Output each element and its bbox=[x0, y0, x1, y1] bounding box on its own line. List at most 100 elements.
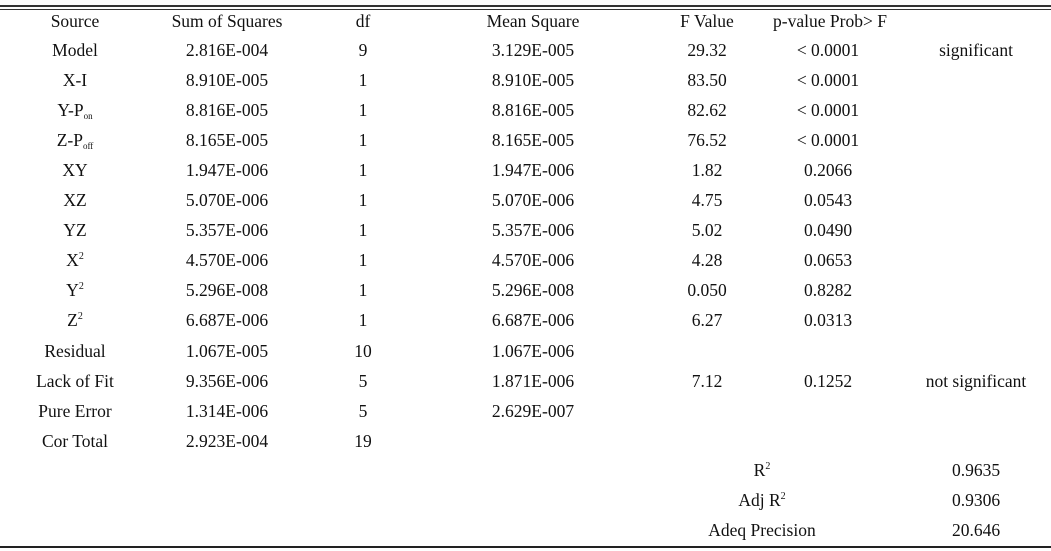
stat-label: Adj R2 bbox=[680, 488, 844, 512]
header-df: df bbox=[355, 11, 371, 31]
cell-source: Model bbox=[0, 38, 150, 62]
source-term: Residual bbox=[44, 340, 106, 361]
cell-f-value: 4.28 bbox=[691, 250, 723, 271]
cell-sum-of-squares: 1.067E-005 bbox=[185, 340, 269, 361]
stat-label-text: Adeq Precision bbox=[708, 520, 816, 540]
cell-f-value: 82.62 bbox=[687, 100, 727, 121]
table-row: Lack of Fit 9.356E-006 5 1.871E-006 7.12 0.12… bbox=[0, 369, 1051, 393]
table-row: X-I 8.910E-005 1 8.910E-005 83.50 < 0.0001 bbox=[0, 68, 1051, 92]
source-term: YZ bbox=[63, 220, 87, 241]
cell-p-value: < 0.0001 bbox=[796, 70, 860, 91]
cell-p-value: 0.1252 bbox=[803, 370, 853, 391]
cell-mean-square: 5.296E-008 bbox=[491, 280, 575, 301]
cell-sum-of-squares: 5.070E-006 bbox=[185, 190, 269, 211]
stat-label-text: R bbox=[753, 460, 766, 480]
cell-sum-of-squares: 5.357E-006 bbox=[185, 220, 269, 241]
cell-df: 1 bbox=[358, 310, 368, 331]
header-f-value: F Value bbox=[680, 11, 734, 31]
cell-f-value: 29.32 bbox=[687, 40, 727, 60]
source-term: Pure Error bbox=[38, 400, 112, 421]
cell-source: Y2 bbox=[0, 278, 150, 302]
cell-mean-square: 2.629E-007 bbox=[491, 400, 575, 421]
cell-source: Z-Poff bbox=[0, 128, 150, 152]
cell-source: Pure Error bbox=[0, 399, 150, 423]
cell-df: 1 bbox=[358, 280, 368, 301]
cell-mean-square: 3.129E-005 bbox=[491, 40, 575, 60]
header-p-value: p-value Prob> F bbox=[773, 11, 887, 31]
cell-source: X-I bbox=[0, 68, 150, 92]
cell-sum-of-squares: 6.687E-006 bbox=[185, 310, 269, 331]
cell-mean-square: 5.357E-006 bbox=[491, 220, 575, 241]
cell-mean-square: 4.570E-006 bbox=[491, 250, 575, 271]
cell-f-value: 4.75 bbox=[691, 190, 723, 211]
cell-f-value: 76.52 bbox=[687, 130, 727, 151]
table-row: X2 4.570E-006 1 4.570E-006 4.28 0.0653 bbox=[0, 248, 1051, 272]
cell-mean-square: 5.070E-006 bbox=[491, 190, 575, 211]
cell-source: Z2 bbox=[0, 308, 150, 332]
cell-sum-of-squares: 8.910E-005 bbox=[185, 70, 269, 91]
cell-df: 19 bbox=[354, 430, 372, 451]
cell-mean-square: 8.816E-005 bbox=[491, 100, 575, 121]
stat-value: 20.646 bbox=[951, 520, 1001, 540]
cell-significance: not significant bbox=[925, 370, 1027, 391]
source-term: XZ bbox=[63, 190, 87, 211]
table-row: Y-Pon 8.816E-005 1 8.816E-005 82.62 < 0.0001 bbox=[0, 98, 1051, 122]
cell-df: 1 bbox=[358, 130, 368, 151]
cell-df: 1 bbox=[358, 250, 368, 271]
cell-source: Cor Total bbox=[0, 429, 150, 453]
cell-p-value: 0.0543 bbox=[803, 190, 853, 211]
cell-f-value: 7.12 bbox=[691, 370, 723, 391]
header-source: Source bbox=[50, 11, 100, 31]
cell-sum-of-squares: 1.947E-006 bbox=[185, 160, 269, 181]
cell-significance: significant bbox=[939, 40, 1013, 60]
cell-p-value: 0.0313 bbox=[803, 310, 853, 331]
source-term: X bbox=[66, 250, 79, 271]
header-sum-of-squares: Sum of Squares bbox=[171, 11, 283, 31]
stat-label-superscript: 2 bbox=[780, 491, 786, 502]
table-row: Cor Total 2.923E-004 19 bbox=[0, 429, 1051, 453]
cell-f-value: 83.50 bbox=[687, 70, 727, 91]
stat-label: R2 bbox=[680, 458, 844, 482]
stat-row: Adeq Precision 20.646 bbox=[0, 518, 1051, 542]
cell-mean-square: 1.947E-006 bbox=[491, 160, 575, 181]
table-row: Pure Error 1.314E-006 5 2.629E-007 bbox=[0, 399, 1051, 423]
source-term: X-I bbox=[62, 70, 88, 91]
cell-sum-of-squares: 2.816E-004 bbox=[185, 40, 269, 60]
cell-mean-square: 8.165E-005 bbox=[491, 130, 575, 151]
cell-f-value: 6.27 bbox=[691, 310, 723, 331]
cell-p-value: < 0.0001 bbox=[796, 40, 860, 60]
table-top-rule-inner bbox=[0, 9, 1051, 10]
cell-p-value: 0.0653 bbox=[803, 250, 853, 271]
cell-source: YZ bbox=[0, 218, 150, 242]
cell-f-value: 1.82 bbox=[691, 160, 723, 181]
source-term: Z bbox=[67, 310, 78, 331]
stat-label-superscript: 2 bbox=[765, 461, 771, 472]
cell-source: Lack of Fit bbox=[0, 369, 150, 393]
cell-p-value: 0.2066 bbox=[803, 160, 853, 181]
source-superscript: 2 bbox=[78, 251, 84, 263]
cell-mean-square: 8.910E-005 bbox=[491, 70, 575, 91]
table-row: Model 2.816E-004 9 3.129E-005 29.32 < 0.0001 s… bbox=[0, 38, 1051, 62]
cell-source: XY bbox=[0, 158, 150, 182]
cell-df: 5 bbox=[358, 370, 368, 391]
table-row: Y2 5.296E-008 1 5.296E-008 0.050 0.8282 bbox=[0, 278, 1051, 302]
stat-value: 0.9306 bbox=[951, 490, 1001, 510]
cell-source: X2 bbox=[0, 248, 150, 272]
cell-mean-square: 1.067E-006 bbox=[491, 340, 575, 361]
cell-df: 1 bbox=[358, 160, 368, 181]
cell-sum-of-squares: 8.165E-005 bbox=[185, 130, 269, 151]
source-term: Z-P bbox=[56, 130, 83, 151]
table-row: XY 1.947E-006 1 1.947E-006 1.82 0.2066 bbox=[0, 158, 1051, 182]
cell-sum-of-squares: 5.296E-008 bbox=[185, 280, 269, 301]
cell-df: 1 bbox=[358, 190, 368, 211]
cell-df: 1 bbox=[358, 100, 368, 121]
cell-df: 10 bbox=[354, 340, 372, 361]
cell-source: Residual bbox=[0, 339, 150, 363]
cell-df: 5 bbox=[358, 400, 368, 421]
cell-df: 9 bbox=[358, 40, 368, 60]
cell-mean-square: 1.871E-006 bbox=[491, 370, 575, 391]
cell-f-value: 0.050 bbox=[687, 280, 727, 301]
table-row: YZ 5.357E-006 1 5.357E-006 5.02 0.0490 bbox=[0, 218, 1051, 242]
source-term: Y-P bbox=[57, 100, 84, 121]
cell-mean-square: 6.687E-006 bbox=[491, 310, 575, 331]
